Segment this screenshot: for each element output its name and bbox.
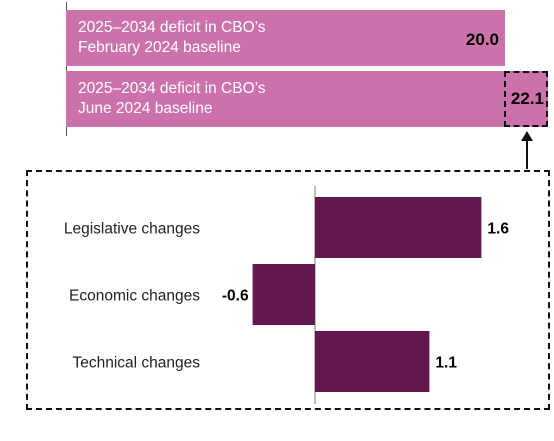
economic-changes-value: -0.6 xyxy=(222,288,249,305)
change-breakdown-box xyxy=(26,170,550,410)
up-arrow-icon xyxy=(521,131,533,169)
technical-changes-value: 1.1 xyxy=(435,355,457,372)
economic-changes-label: Economic changes xyxy=(69,288,200,305)
june-baseline-label: 2025–2034 deficit in CBO’s June 2024 bas… xyxy=(78,80,266,117)
legislative-changes-bar xyxy=(315,197,482,258)
february-baseline-value: 20.0 xyxy=(465,30,499,49)
legislative-changes-label: Legislative changes xyxy=(64,221,200,238)
top-axis-line xyxy=(66,2,67,136)
june-baseline-value: 22.1 xyxy=(510,89,544,108)
june-baseline-value-box: 22.1 xyxy=(504,71,548,127)
february-baseline-bar: 2025–2034 deficit in CBO’s February 2024… xyxy=(66,10,505,66)
technical-changes-label: Technical changes xyxy=(72,355,200,372)
economic-changes-bar xyxy=(252,264,315,325)
june-baseline-bar: 2025–2034 deficit in CBO’s June 2024 bas… xyxy=(66,71,505,127)
legislative-changes-value: 1.6 xyxy=(487,221,509,238)
technical-changes-bar xyxy=(315,331,430,392)
february-baseline-label: 2025–2034 deficit in CBO’s February 2024… xyxy=(78,19,266,56)
